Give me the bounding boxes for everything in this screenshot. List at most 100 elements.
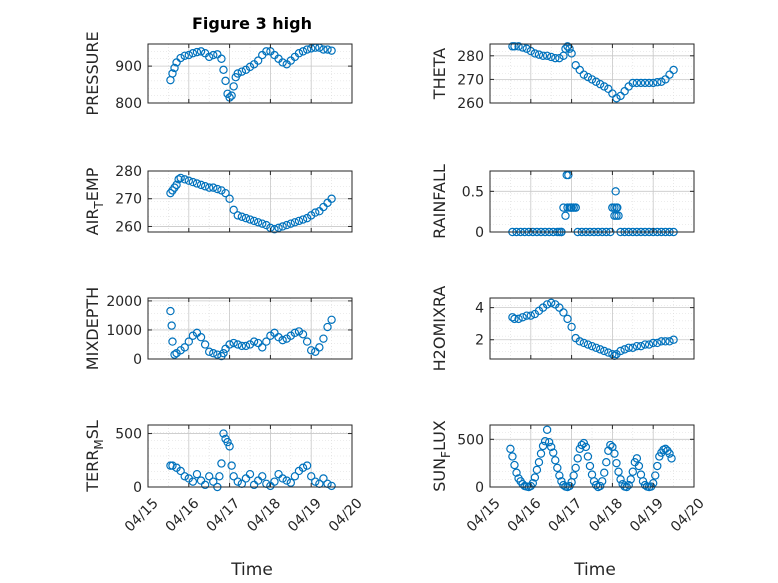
data-point (632, 454, 642, 463)
axes-frame (489, 170, 695, 233)
data-point (534, 50, 544, 59)
data-point (176, 53, 185, 63)
x-tick-label: 04/20 (326, 495, 366, 535)
data-point (245, 215, 255, 224)
data-point (508, 452, 517, 461)
data-point (542, 51, 552, 61)
data-point (176, 173, 185, 183)
data-point (561, 211, 570, 220)
data-point (233, 477, 242, 486)
data-point (644, 78, 654, 88)
axes-frame (489, 43, 695, 104)
data-point (319, 334, 328, 343)
data-point (253, 56, 263, 65)
data-point (192, 469, 202, 479)
y-axis-label: AIRTEMP (83, 167, 106, 235)
y-tick-label: 270 (457, 72, 484, 88)
data-point (653, 78, 662, 87)
data-point (600, 82, 609, 91)
data-point (249, 337, 259, 346)
data-point (229, 472, 238, 481)
data-point (225, 442, 234, 451)
data-point (180, 175, 189, 184)
data-point (653, 461, 662, 471)
data-point (298, 47, 308, 56)
data-point (327, 481, 336, 491)
data-point (278, 335, 287, 345)
data-point (327, 194, 336, 203)
data-point (294, 49, 304, 58)
data-point (204, 472, 214, 481)
data-point (610, 203, 619, 212)
data-point (168, 337, 177, 346)
data-point (180, 51, 189, 61)
data-point (555, 471, 564, 480)
data-point (575, 337, 584, 346)
data-point (540, 437, 550, 446)
data-point (665, 337, 674, 346)
y-axis-label: MIXDEPTH (83, 287, 102, 370)
data-point (209, 477, 218, 486)
data-point (561, 44, 570, 53)
data-point (628, 467, 638, 476)
y-tick-label: 0.5 (462, 184, 484, 200)
data-point (547, 442, 556, 452)
data-point (565, 44, 574, 53)
data-point (595, 481, 605, 491)
data-point (661, 337, 670, 346)
x-tick-label: 04/19 (627, 495, 667, 535)
data-point (184, 50, 193, 60)
data-point (229, 82, 238, 91)
x-axis-label-right: Time (573, 560, 616, 580)
plot-pressure: 800 900 PRESSURE (83, 31, 353, 116)
data-point (167, 321, 176, 330)
axes-frame (489, 424, 695, 488)
data-point (209, 183, 218, 192)
data-point (278, 474, 287, 483)
data-point (559, 480, 568, 490)
data-point (536, 449, 546, 458)
data-point (640, 340, 650, 349)
data-point (567, 49, 576, 58)
data-point (514, 42, 523, 51)
data-point (538, 441, 548, 451)
data-point (644, 340, 654, 349)
data-point (188, 177, 198, 187)
data-point (278, 222, 287, 231)
data-point (241, 213, 251, 223)
data-point (219, 65, 228, 75)
data-point (286, 219, 295, 228)
data-point (616, 346, 625, 356)
y-tick-label: 280 (115, 164, 142, 180)
data-point (581, 442, 591, 452)
data-point (530, 473, 540, 482)
data-point (624, 343, 633, 352)
data-point (302, 461, 312, 470)
y-tick-label: 260 (457, 96, 484, 112)
data-point (262, 337, 271, 346)
data-point (200, 182, 210, 191)
data-point (636, 341, 646, 351)
x-tick-label: 04/16 (163, 495, 203, 535)
data-point (667, 454, 676, 463)
data-point (610, 449, 619, 458)
data-point (612, 211, 621, 220)
data-point (213, 350, 222, 359)
data-point (209, 50, 218, 60)
data-point (298, 215, 308, 224)
data-point (575, 65, 584, 75)
data-point (290, 218, 300, 227)
data-point (669, 335, 678, 344)
data-point (204, 347, 214, 356)
data-point (534, 458, 544, 467)
data-point (559, 308, 568, 317)
data-point (542, 425, 552, 434)
data-point (223, 437, 232, 447)
y-tick-label: 0 (133, 352, 142, 368)
data-point (168, 69, 177, 78)
data-point (229, 205, 238, 215)
data-point (184, 337, 193, 346)
y-tick-label: 4 (475, 301, 484, 317)
data-point (200, 480, 210, 490)
data-point (184, 176, 193, 185)
